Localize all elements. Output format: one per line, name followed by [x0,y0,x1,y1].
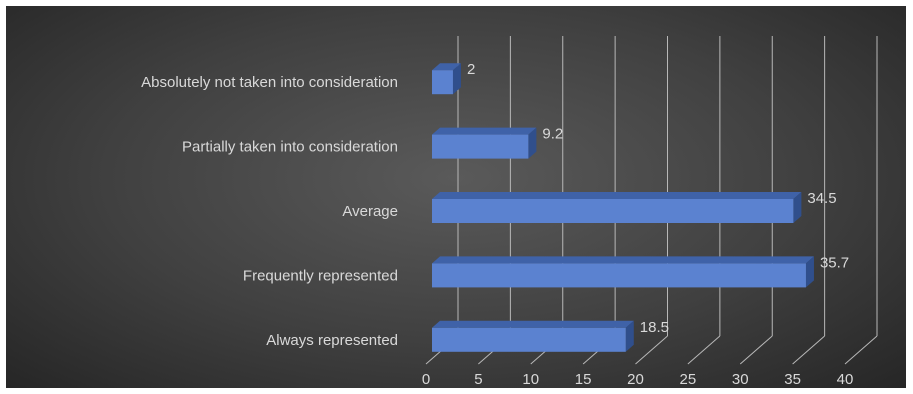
bar-top-face [432,192,802,199]
x-tick-label: 20 [627,371,644,388]
data-label: 18.5 [640,319,669,336]
bar-chart: 0 5 10 15 20 25 30 35 40 Absolutely not taken int… [141,36,878,388]
bar-side-face [805,256,814,288]
category-label: Average [342,203,398,220]
bar [432,327,626,352]
category-label: Frequently represented [243,267,398,284]
bars [432,63,814,352]
floor-gridline-25 [687,335,721,365]
bar-top-face [432,127,537,135]
chart-area: 0 5 10 15 20 25 30 35 40 Absolutely not taken int… [6,6,906,388]
floor-gridline-40 [844,335,878,365]
floor-gridline-35 [792,335,825,365]
x-tick-label: 35 [784,371,801,388]
bar [432,263,806,288]
category-label: Absolutely not taken into consideration [141,74,398,91]
bar-side-face [793,192,802,223]
x-tick-label: 25 [680,371,697,388]
x-tick-label: 5 [474,371,482,388]
x-tick-label: 10 [522,371,539,388]
bar-top-face [432,256,814,264]
x-tick-label: 40 [837,371,854,388]
bar [432,134,529,159]
bar [432,70,453,95]
category-label: Always represented [266,332,398,349]
data-label: 9.2 [542,126,563,143]
x-tick-label: 0 [422,371,430,388]
floor-gridline-30 [739,335,773,365]
category-label: Partially taken into consideration [182,139,398,156]
bar-top-face [432,63,461,71]
floor-gridline-20 [635,335,668,365]
x-tick-label: 15 [575,371,592,388]
bar-side-face [625,320,634,352]
bar-top-face [432,320,634,328]
data-label: 35.7 [820,254,849,271]
bar-side-face [528,127,537,159]
data-label: 2 [467,61,475,78]
bar [432,199,794,223]
labels: 0 5 10 15 20 25 30 35 40 Absolutely not taken int… [141,61,853,388]
bar-side-face [452,63,461,95]
data-label: 34.5 [807,190,836,207]
x-tick-label: 30 [732,371,749,388]
